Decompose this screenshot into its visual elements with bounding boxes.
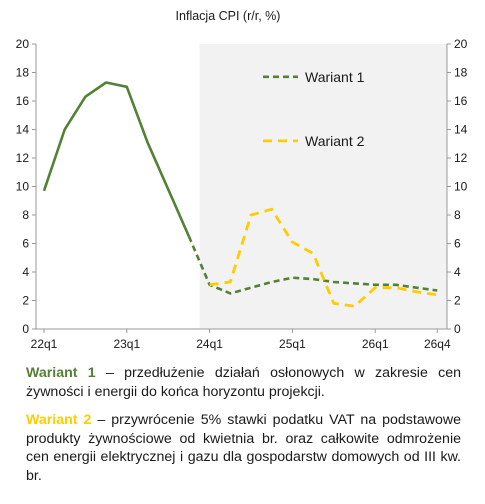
y-tick-label-right: 10 <box>454 180 468 194</box>
y-tick-label-left: 14 <box>16 123 30 137</box>
legend-label-1: Wariant 1 <box>305 69 365 85</box>
x-tick-label: 25q1 <box>279 337 306 351</box>
y-tick-label-right: 20 <box>454 37 468 51</box>
y-axis-left: 0 2 4 6 8 10 12 14 16 18 20 <box>16 37 37 336</box>
x-axis: 22q1 23q1 24q1 25q1 26q1 26q4 <box>31 328 451 351</box>
chart-notes: Wariant 1 – przedłużenie działań osłonow… <box>26 364 461 495</box>
history-line <box>42 81 191 237</box>
note-wariant-1: Wariant 1 – przedłużenie działań osłonow… <box>26 364 461 401</box>
y-tick-label-left: 18 <box>16 66 30 80</box>
x-tick-label: 24q1 <box>196 337 223 351</box>
x-tick-label: 22q1 <box>31 337 58 351</box>
y-tick-label-right: 12 <box>454 151 468 165</box>
legend-label-2: Wariant 2 <box>305 133 365 149</box>
y-tick-label-left: 16 <box>16 94 30 108</box>
y-tick-label-right: 16 <box>454 94 468 108</box>
y-tick-label-left: 12 <box>16 151 30 165</box>
x-tick-label: 26q4 <box>424 337 451 351</box>
legend: Wariant 1 Wariant 2 <box>263 69 365 149</box>
y-tick-label-right: 18 <box>454 66 468 80</box>
y-tick-label-right: 0 <box>454 322 461 336</box>
note-wariant-1-text: – przedłużenie działań osłonowych w zakr… <box>26 365 461 400</box>
note-wariant-1-label: Wariant 1 <box>26 365 96 381</box>
series-line-wariant-1 <box>187 235 438 295</box>
y-tick-label-left: 2 <box>22 294 29 308</box>
x-tick-label: 23q1 <box>113 337 140 351</box>
y-tick-label-left: 4 <box>22 265 29 279</box>
y-tick-label-right: 8 <box>454 208 461 222</box>
y-tick-label-right: 2 <box>454 294 461 308</box>
y-tick-label-right: 14 <box>454 123 468 137</box>
note-wariant-2-label: Wariant 2 <box>26 412 92 428</box>
series-line-wariant-2 <box>209 207 438 308</box>
x-tick-label: 26q1 <box>362 337 389 351</box>
y-tick-label-left: 8 <box>22 208 29 222</box>
y-tick-label-left: 0 <box>22 322 29 336</box>
y-tick-label-left: 10 <box>16 180 30 194</box>
projection-shading <box>199 44 447 329</box>
series-lines <box>42 81 438 308</box>
note-wariant-2: Wariant 2 – przywrócenie 5% stawki podat… <box>26 411 461 485</box>
y-tick-label-right: 4 <box>454 265 461 279</box>
chart-title: Inflacja CPI (r/r, %) <box>176 9 281 23</box>
y-tick-label-right: 6 <box>454 237 461 251</box>
note-wariant-2-text: – przywrócenie 5% stawki podatku VAT na … <box>26 412 461 484</box>
y-tick-label-left: 20 <box>16 37 30 51</box>
y-tick-label-left: 6 <box>22 237 29 251</box>
y-axis-right: 0 2 4 6 8 10 12 14 16 18 20 <box>446 37 468 336</box>
cpi-chart: Inflacja CPI (r/r, %) 02468101214161820 … <box>16 9 468 351</box>
